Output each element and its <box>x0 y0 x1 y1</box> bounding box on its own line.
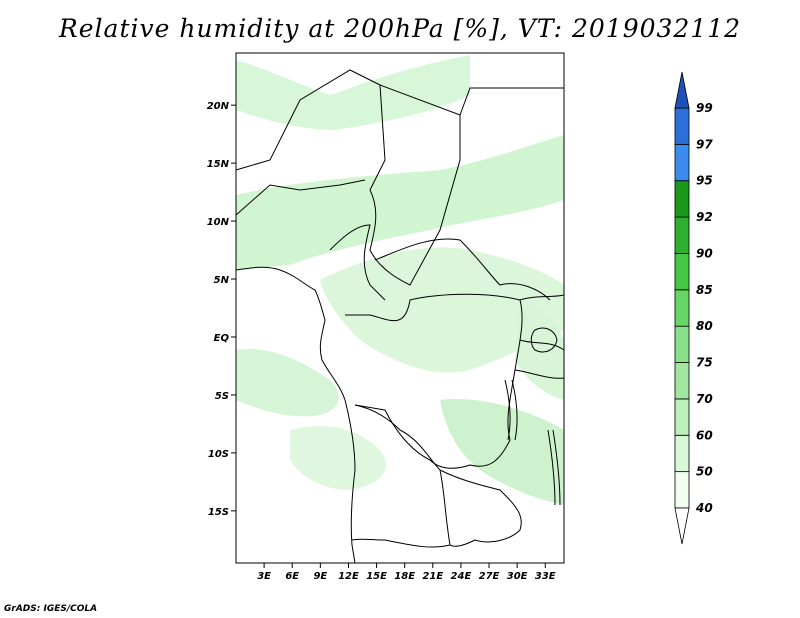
humidity-region-band <box>236 135 564 270</box>
colorbar-segment <box>674 434 690 473</box>
lon-tick-label: 27E <box>479 571 500 582</box>
lon-axis: 3E 6E 9E 12E 15E 18E 21E 24E 27E 30E 33E <box>257 563 556 582</box>
colorbar-label: 95 <box>696 174 713 188</box>
humidity-shading <box>236 55 564 505</box>
colorbar-label: 97 <box>696 137 713 151</box>
lat-tick-label: 5S <box>215 391 229 402</box>
colorbar-segment <box>674 471 690 509</box>
lake-tanganyika <box>504 379 518 441</box>
colorbar-label: 90 <box>696 246 713 260</box>
colorbar-segment <box>674 180 690 218</box>
lat-tick-label: 5N <box>214 275 230 286</box>
colorbar-segment <box>674 362 690 400</box>
colorbar-label: 85 <box>696 283 713 297</box>
lon-tick-label: 33E <box>535 571 556 582</box>
lon-tick-label: 24E <box>451 571 472 582</box>
lon-tick-label: 12E <box>338 571 359 582</box>
border-zambia <box>439 469 522 547</box>
border-angola <box>351 404 451 548</box>
colorbar-segment <box>674 107 690 145</box>
colorbar-label: 80 <box>696 319 713 333</box>
lat-axis: 20N 15N 10N 5N EQ 5S 10S 15S <box>207 101 236 518</box>
colorbar: 40 50 60 70 75 80 85 90 92 95 97 99 <box>674 71 713 545</box>
lat-tick-label: 10S <box>208 449 229 460</box>
lon-tick-label: 21E <box>422 571 443 582</box>
border-east-africa <box>514 294 565 379</box>
lon-tick-label: 3E <box>257 571 271 582</box>
colorbar-label: 92 <box>696 210 713 224</box>
coastline-west <box>235 266 356 564</box>
map-frame <box>235 52 565 564</box>
lon-tick-label: 6E <box>285 571 299 582</box>
map-boundaries <box>235 69 565 564</box>
colorbar-label: 70 <box>696 392 713 406</box>
colorbar-segment <box>674 398 690 436</box>
lat-tick-label: 15S <box>208 507 229 518</box>
colorbar-segment <box>674 143 690 182</box>
border-algeria-libya <box>235 69 386 191</box>
colorbar-label: 75 <box>696 356 713 370</box>
humidity-region-southeast <box>440 399 564 505</box>
border-chad <box>369 115 461 286</box>
humidity-region-central <box>320 247 564 373</box>
chart-title: Relative humidity at 200hPa [%], VT: 201… <box>58 14 742 43</box>
humidity-region-east-strip <box>515 300 564 400</box>
colorbar-upper-triangle <box>674 71 690 109</box>
lon-tick-label: 18E <box>394 571 415 582</box>
colorbar-lower-triangle <box>674 507 690 545</box>
humidity-region-west <box>236 349 339 417</box>
border-drc <box>345 293 523 469</box>
lat-tick-label: 20N <box>207 101 230 112</box>
border-niger-nigeria <box>235 179 366 216</box>
lon-tick-label: 9E <box>313 571 327 582</box>
colorbar-segment <box>674 253 690 291</box>
map-panel: 20N 15N 10N 5N EQ 5S 10S 15S 3E 6E 9E 12E 15E 18E 21E… <box>207 52 565 582</box>
colorbar-segment <box>674 325 690 363</box>
lon-tick-label: 15E <box>366 571 387 582</box>
humidity-region-south <box>290 426 386 490</box>
lat-tick-label: 15N <box>207 159 230 170</box>
lake-malawi <box>547 429 561 506</box>
lat-tick-label: 10N <box>207 217 230 228</box>
colorbar-label: 50 <box>696 465 713 479</box>
colorbar-label: 99 <box>696 101 713 115</box>
colorbar-segment <box>674 216 690 254</box>
colorbar-label: 60 <box>696 428 713 442</box>
border-libya-sudan <box>379 84 564 116</box>
credit-label: GrADS: IGES/COLA <box>4 604 98 614</box>
lake-victoria <box>530 327 558 353</box>
colorbar-label: 40 <box>695 501 713 515</box>
border-car <box>374 238 551 301</box>
border-nigeria-cameroon <box>329 224 386 301</box>
lon-tick-label: 30E <box>507 571 528 582</box>
lat-tick-label: EQ <box>214 333 230 344</box>
colorbar-segment <box>674 289 690 327</box>
